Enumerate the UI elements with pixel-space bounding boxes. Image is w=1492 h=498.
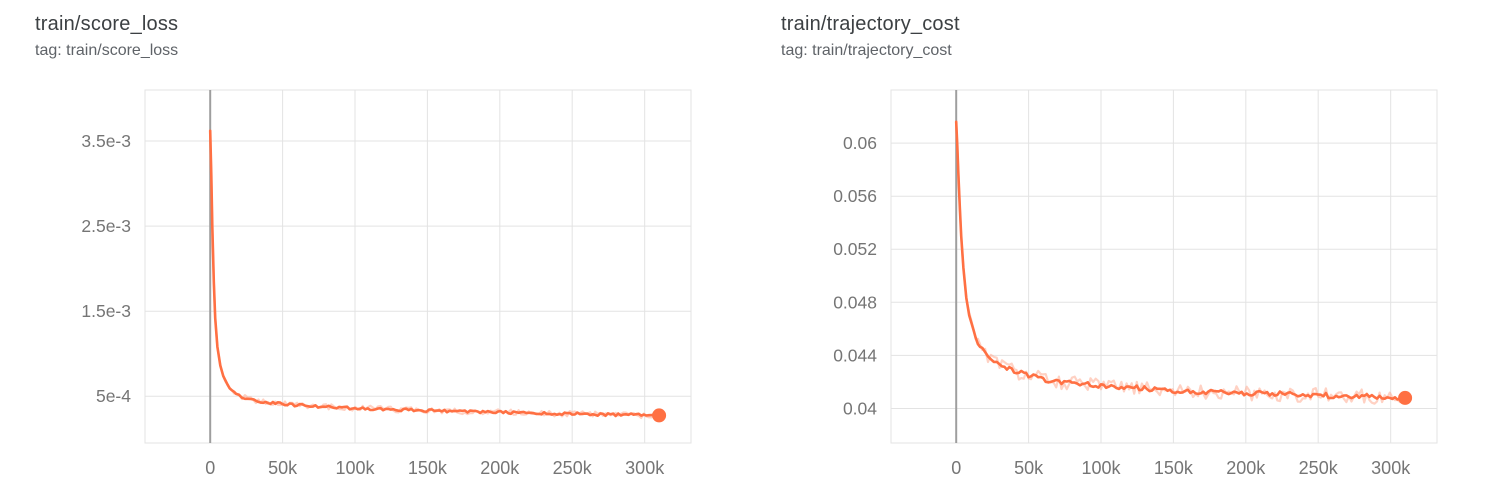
final-step-marker[interactable]: [1398, 390, 1413, 405]
chart-header-score-loss: train/score_loss tag: train/score_loss: [0, 0, 746, 75]
series-line: [954, 120, 1407, 401]
svg-text:0.044: 0.044: [833, 345, 877, 365]
final-step-marker[interactable]: [652, 408, 667, 423]
svg-text:5e-4: 5e-4: [96, 386, 131, 406]
y-axis-tick-labels: 0.04 0.044 0.048 0.052 0.056 0.06: [833, 133, 877, 418]
svg-text:0.06: 0.06: [843, 133, 877, 153]
gridlines: [144, 89, 692, 444]
gridlines: [890, 89, 1438, 444]
chart-title: train/score_loss: [35, 13, 179, 35]
svg-text:0.04: 0.04: [843, 399, 877, 419]
svg-text:0.048: 0.048: [833, 292, 877, 312]
svg-text:2.5e-3: 2.5e-3: [81, 216, 131, 236]
svg-text:100k: 100k: [1081, 458, 1121, 478]
svg-text:250k: 250k: [1299, 458, 1339, 478]
series-line-raw: [209, 130, 660, 419]
svg-text:150k: 150k: [408, 458, 448, 478]
svg-text:200k: 200k: [1226, 458, 1266, 478]
chart-header-trajectory-cost: train/trajectory_cost tag: train/traject…: [746, 0, 1492, 75]
svg-text:300k: 300k: [625, 458, 665, 478]
score-loss-line-chart[interactable]: 5e-4 1.5e-3 2.5e-3 3.5e-3 0 50k 100k 150k 200k 25…: [0, 75, 746, 498]
trajectory-cost-line-chart[interactable]: 0.04 0.044 0.048 0.052 0.056 0.06 0 50k 100k 150k…: [746, 75, 1492, 498]
y-axis-tick-labels: 5e-4 1.5e-3 2.5e-3 3.5e-3: [81, 131, 131, 406]
series-line-raw: [955, 121, 1406, 405]
chart-title: train/trajectory_cost: [781, 13, 960, 35]
chart-tag: tag: train/score_loss: [35, 42, 179, 59]
svg-text:300k: 300k: [1371, 458, 1411, 478]
svg-text:250k: 250k: [553, 458, 593, 478]
svg-text:50k: 50k: [1014, 458, 1044, 478]
chart-tag: tag: train/trajectory_cost: [781, 42, 952, 59]
svg-text:0: 0: [205, 458, 215, 478]
svg-text:0.052: 0.052: [833, 239, 877, 259]
svg-text:1.5e-3: 1.5e-3: [81, 301, 131, 321]
svg-text:0.056: 0.056: [833, 186, 877, 206]
svg-text:150k: 150k: [1154, 458, 1194, 478]
x-axis-tick-labels: 0 50k 100k 150k 200k 250k 300k: [951, 458, 1411, 478]
series-line: [208, 129, 661, 418]
svg-text:100k: 100k: [335, 458, 375, 478]
svg-text:200k: 200k: [480, 458, 520, 478]
chart-card-score-loss: train/score_loss tag: train/score_loss 5…: [0, 0, 746, 498]
chart-card-trajectory-cost: train/trajectory_cost tag: train/traject…: [746, 0, 1492, 498]
svg-text:0: 0: [951, 458, 961, 478]
svg-text:3.5e-3: 3.5e-3: [81, 131, 131, 151]
svg-text:50k: 50k: [268, 458, 298, 478]
x-axis-tick-labels: 0 50k 100k 150k 200k 250k 300k: [205, 458, 665, 478]
